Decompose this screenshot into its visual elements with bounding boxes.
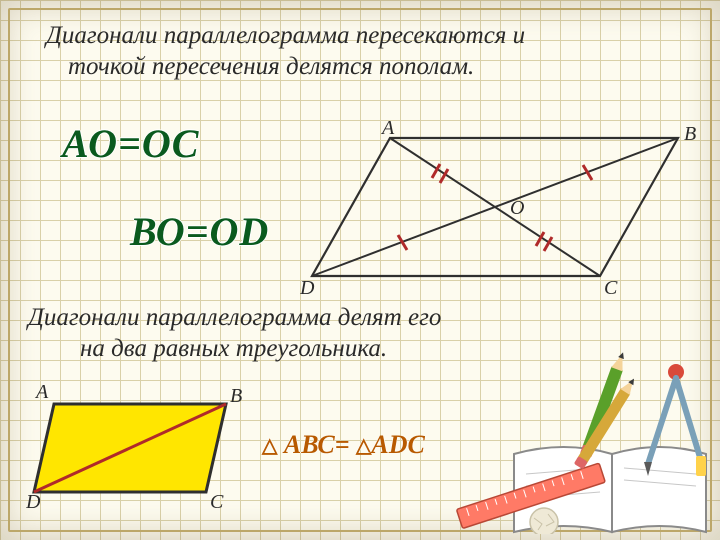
label-D: D [300,277,315,298]
subtitle-line-1: Диагонали параллелограмма делят его [28,302,441,333]
label-O: О [510,197,524,219]
equation-ao-oc: АО=ОС [62,120,199,167]
equation-bo-od: ВО=ОD [130,208,269,255]
label2-D: D [26,491,41,510]
equation-triangles-equal: △ АВС= △АDС [262,430,425,460]
title-line-1: Диагонали параллелограмма пересекаются и [46,20,692,51]
paper-ball-icon [530,508,558,534]
title: Диагонали параллелограмма пересекаются и… [46,20,692,83]
title-line-2: точкой пересечения делятся пополам. [68,51,692,82]
subtitle-line-2: на два равных треугольника. [80,333,441,364]
label-B: В [684,123,696,145]
label-A: А [380,118,395,139]
triangle-symbol-2: △ [356,435,371,457]
triangle-symbol-1: △ [262,435,277,457]
parallelogram-diagonals-diagram: А В С D О [300,118,700,298]
stationery-decoration [444,344,714,534]
label2-A: А [34,381,49,403]
label2-B: В [230,385,242,407]
subtitle: Диагонали параллелограмма делят его на д… [28,302,441,365]
label2-C: С [210,491,224,510]
parallelogram-split-diagram: А В С D [26,380,256,510]
label-C: С [604,277,618,298]
